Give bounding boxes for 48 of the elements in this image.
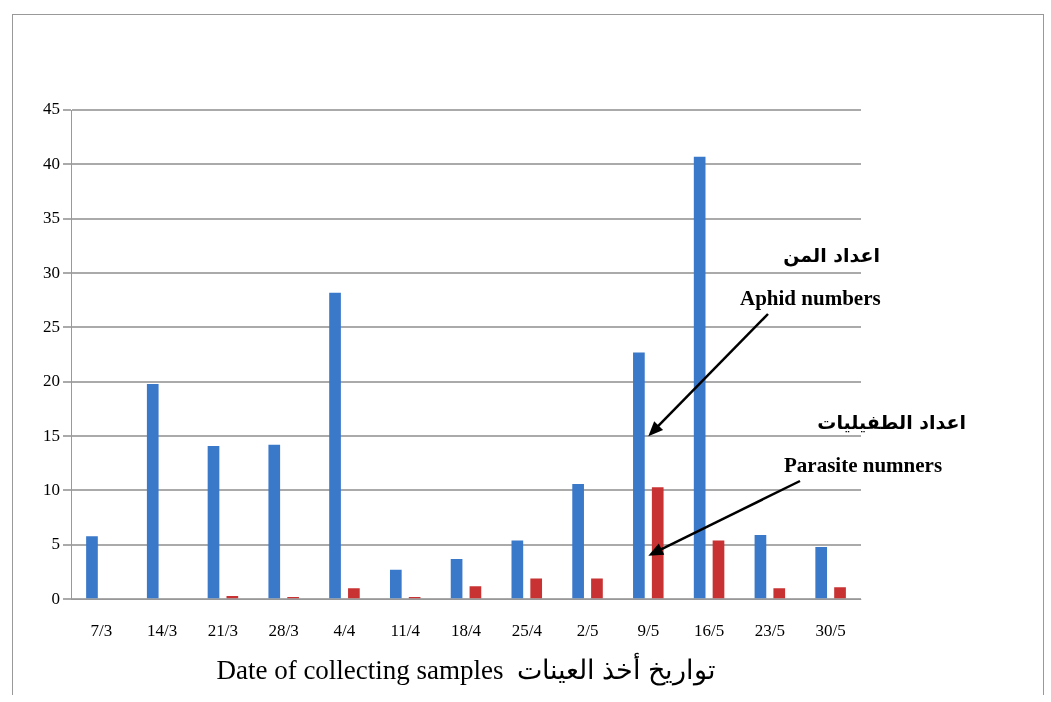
y-tick-label: 0 bbox=[51, 588, 60, 608]
bar bbox=[773, 588, 786, 599]
bar bbox=[146, 383, 159, 599]
x-tick-label: 30/5 bbox=[815, 620, 846, 640]
bar bbox=[207, 445, 220, 599]
annotation: Aphid numbers bbox=[740, 286, 881, 310]
x-tick-label: 7/3 bbox=[90, 620, 113, 640]
y-tick-label: 35 bbox=[43, 208, 60, 228]
bar bbox=[469, 586, 482, 599]
bar bbox=[348, 588, 360, 599]
y-tick-label: 45 bbox=[43, 99, 60, 119]
y-tick-label: 5 bbox=[51, 534, 60, 554]
y-tick-label: 10 bbox=[43, 479, 60, 499]
x-axis-title: Date of collecting samples تواريخ أخذ العينات bbox=[216, 651, 716, 686]
x-tick-label: 9/5 bbox=[637, 620, 660, 640]
y-tick-label: 20 bbox=[43, 371, 60, 391]
x-tick-label: 2/5 bbox=[576, 620, 599, 640]
bar bbox=[329, 292, 341, 599]
bar bbox=[450, 558, 463, 599]
bar bbox=[712, 540, 725, 599]
y-tick-label: 25 bbox=[43, 316, 60, 336]
x-tick-label: 11/4 bbox=[390, 620, 421, 640]
bar bbox=[834, 587, 846, 599]
bar bbox=[633, 352, 645, 599]
bar bbox=[530, 578, 543, 599]
x-tick-label: 16/5 bbox=[693, 620, 725, 640]
bar bbox=[511, 540, 524, 599]
y-tick-label: 15 bbox=[43, 425, 60, 445]
annotation: Parasite numners bbox=[784, 453, 943, 477]
x-tick-label: 23/5 bbox=[754, 620, 785, 640]
y-tick-label: 40 bbox=[43, 153, 60, 173]
bar bbox=[754, 535, 767, 599]
bar bbox=[389, 569, 402, 599]
bar bbox=[591, 578, 603, 599]
bar bbox=[572, 483, 584, 599]
x-tick-label: 4/4 bbox=[333, 620, 356, 640]
bar bbox=[268, 444, 281, 599]
x-tick-label: 14/3 bbox=[147, 620, 178, 640]
x-tick-label: 28/3 bbox=[268, 620, 299, 640]
annotation: اعداد الطفيليات bbox=[817, 411, 966, 433]
bar bbox=[693, 156, 706, 599]
bar bbox=[815, 547, 828, 599]
x-tick-label: 18/4 bbox=[450, 620, 482, 640]
bar bbox=[86, 536, 98, 599]
annotation: اعداد المن bbox=[783, 244, 880, 267]
x-tick-label: 21/3 bbox=[207, 620, 239, 640]
x-tick-label: 25/4 bbox=[511, 620, 543, 640]
y-tick-label: 30 bbox=[43, 262, 60, 282]
